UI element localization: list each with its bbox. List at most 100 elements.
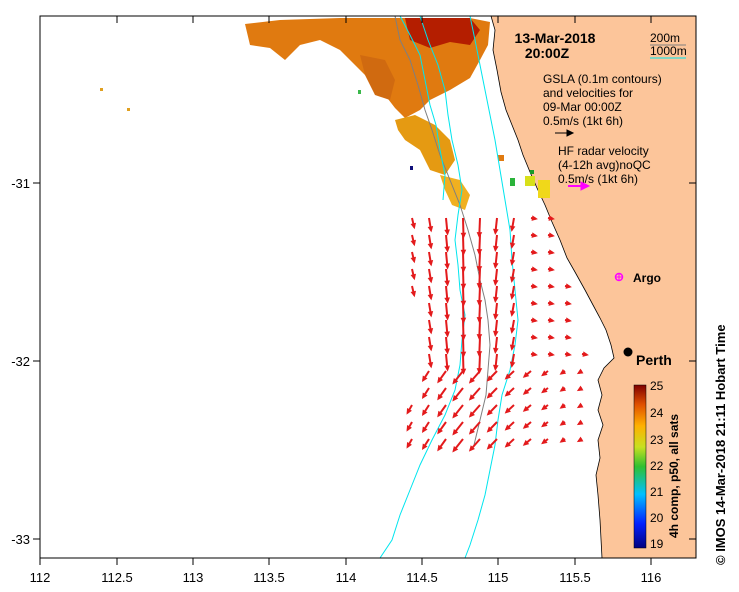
x-tick-label: 116	[641, 570, 662, 585]
x-tick-label: 113	[183, 570, 204, 585]
velocity-arrow-head	[576, 402, 584, 409]
colorbar-tick: 23	[650, 433, 664, 447]
x-tick-label: 112.5	[101, 570, 133, 585]
velocity-arrow-head	[493, 228, 499, 236]
colorbar-tick: 21	[650, 485, 664, 499]
velocity-arrow-head	[421, 443, 428, 451]
colorbar-tick: 24	[650, 406, 664, 420]
x-tick-label: 114.5	[406, 570, 438, 585]
velocity-arrow-head	[531, 300, 538, 306]
velocity-arrow-head	[493, 330, 499, 338]
velocity-arrow-head	[493, 296, 499, 304]
velocity-arrow-head	[486, 392, 493, 399]
velocity-arrow-head	[509, 276, 516, 283]
velocity-arrow-head	[444, 263, 450, 270]
colorbar-tick: 22	[650, 459, 664, 473]
velocity-arrow-head	[444, 229, 450, 236]
velocity-arrow-head	[548, 266, 555, 272]
velocity-arrow-head	[421, 375, 428, 383]
x-tick-marks	[39, 16, 652, 565]
gsla-line1: GSLA (0.1m contours)	[543, 72, 662, 86]
velocity-arrow-head	[541, 370, 548, 377]
gsla-line2: and velocities for	[543, 86, 633, 100]
hf-line3: 0.5m/s (1kt 6h)	[558, 172, 638, 186]
velocity-arrow-head	[406, 424, 412, 432]
velocity-arrow-head	[452, 412, 459, 419]
velocity-arrow-head	[509, 361, 516, 368]
colorbar-tick: 20	[650, 511, 664, 525]
velocity-arrow-head	[427, 328, 434, 335]
velocity-arrow-head	[531, 351, 538, 357]
velocity-arrow-head	[548, 249, 555, 255]
velocity-arrow-head	[504, 407, 511, 414]
velocity-arrow-head	[509, 293, 516, 300]
velocity-arrow-head	[559, 420, 567, 426]
y-tick-label: -31	[11, 176, 30, 191]
plot-frame	[39, 15, 697, 559]
velocity-arrow-head	[565, 351, 572, 357]
velocity-arrow-head	[444, 246, 450, 253]
velocity-arrow-head	[410, 239, 417, 247]
sst-pixel	[410, 166, 413, 170]
velocity-arrow-head	[582, 351, 589, 357]
velocity-arrow-head	[509, 225, 516, 232]
sst-pixel	[498, 155, 504, 161]
velocity-arrows	[406, 215, 589, 453]
velocity-arrow-head	[565, 317, 572, 323]
contour-1000m-label: 1000m	[650, 44, 687, 58]
velocity-arrow-head	[444, 314, 450, 321]
velocity-arrow-head	[531, 249, 538, 255]
velocity-arrow-head	[486, 409, 493, 416]
velocity-arrow-head	[493, 313, 499, 321]
velocity-arrow-head	[468, 411, 475, 418]
sst-pixel	[525, 176, 535, 186]
velocity-arrow-head	[493, 262, 499, 270]
velocity-arrow-head	[548, 351, 555, 357]
velocity-arrow-head	[486, 443, 493, 450]
velocity-arrow-head	[531, 317, 538, 323]
velocity-arrow-head	[468, 377, 475, 384]
map-time: 20:00Z	[525, 45, 570, 61]
velocity-arrow-head	[548, 317, 555, 323]
velocity-arrow-head	[559, 403, 567, 409]
y-tick-label: -32	[11, 354, 30, 369]
velocity-arrow-head	[493, 245, 499, 253]
velocity-arrow-head	[468, 428, 475, 435]
velocity-arrow-head	[406, 407, 412, 415]
velocity-arrow-head	[410, 222, 417, 230]
velocity-arrow-head	[541, 404, 548, 411]
velocity-arrow-head	[522, 405, 530, 412]
velocity-arrow-head	[576, 385, 584, 392]
velocity-arrow-head	[437, 410, 443, 418]
velocity-arrow-head	[576, 419, 584, 426]
sst-patch-hot	[405, 18, 480, 48]
velocity-arrow-head	[548, 215, 555, 221]
velocity-arrow-head	[493, 279, 499, 287]
velocity-arrow-head	[444, 331, 450, 338]
velocity-arrow-head	[548, 232, 555, 238]
velocity-arrow-head	[504, 373, 511, 380]
velocity-arrow-head	[437, 444, 443, 452]
perth-label: Perth	[636, 352, 672, 368]
velocity-arrow-head	[427, 311, 434, 318]
x-tick-label: 115.5	[559, 570, 591, 585]
velocity-arrow-head	[541, 421, 548, 428]
velocity-arrow-head	[444, 348, 450, 355]
velocity-arrow-head	[493, 364, 499, 372]
colorbar	[633, 384, 647, 549]
contour-200m	[394, 15, 491, 446]
colorbar-tick: 25	[650, 379, 664, 393]
velocity-arrow-head	[427, 277, 434, 284]
sst-patch-mid	[395, 115, 455, 175]
sst-pixel	[127, 108, 130, 111]
velocity-arrow-head	[559, 386, 567, 392]
velocity-arrow-head	[410, 256, 417, 264]
gsla-line3: 09-Mar 00:00Z	[543, 100, 622, 114]
velocity-arrow-head	[452, 446, 459, 453]
velocity-arrow-head	[452, 395, 459, 402]
velocity-arrow-head	[504, 424, 511, 431]
velocity-arrow-head	[452, 378, 459, 385]
velocity-arrow-head	[565, 334, 572, 340]
velocity-arrow-head	[427, 243, 434, 250]
